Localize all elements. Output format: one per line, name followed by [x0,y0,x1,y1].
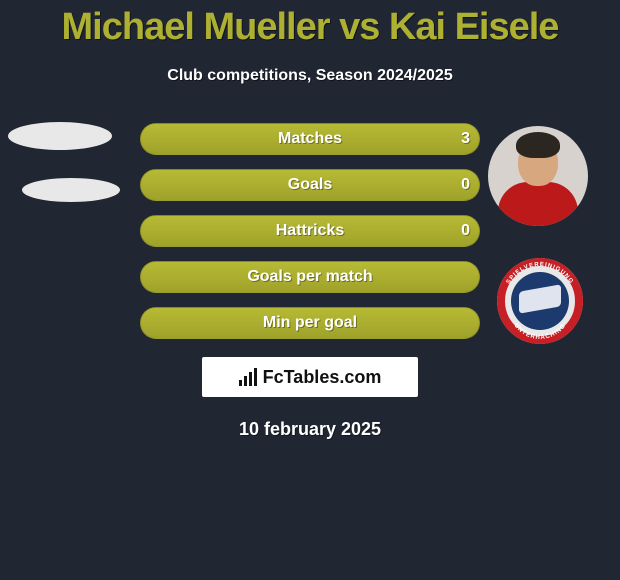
brand-badge: FcTables.com [202,357,418,397]
stat-label: Min per goal [0,307,620,339]
stat-row: Matches3 [0,123,620,155]
stat-label: Goals [0,169,620,201]
stat-value: 0 [461,169,470,201]
stat-row: Goals0 [0,169,620,201]
stat-label: Goals per match [0,261,620,293]
page-title: Michael Mueller vs Kai Eisele [0,0,620,49]
stat-row: Goals per match [0,261,620,293]
subtitle: Club competitions, Season 2024/2025 [0,67,620,85]
stats-area: Matches3Goals0Hattricks0Goals per matchM… [0,123,620,339]
stat-value: 3 [461,123,470,155]
stat-label: Hattricks [0,215,620,247]
bars-icon [239,368,257,386]
brand-text: FcTables.com [263,367,382,388]
stat-row: Min per goal [0,307,620,339]
stat-row: Hattricks0 [0,215,620,247]
stat-label: Matches [0,123,620,155]
date-line: 10 february 2025 [0,419,620,440]
stat-value: 0 [461,215,470,247]
